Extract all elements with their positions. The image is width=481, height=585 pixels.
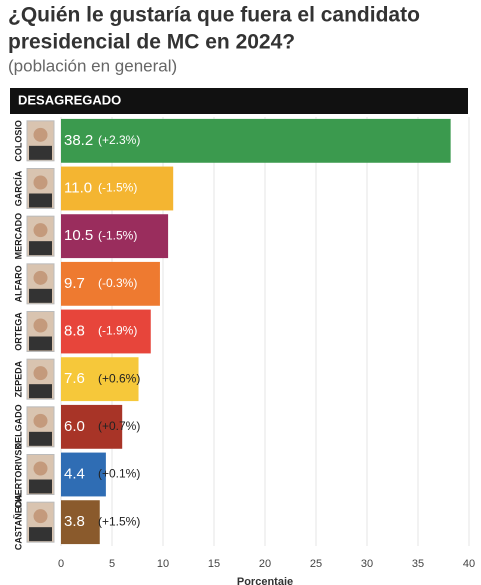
change-label: (+2.3%)	[98, 133, 140, 147]
value-label: 38.2	[64, 132, 93, 149]
change-label: (+0.6%)	[98, 371, 140, 385]
bar	[61, 357, 139, 402]
x-tick-label: 30	[361, 558, 373, 570]
header-bar	[10, 88, 468, 114]
category-label: COLOSIO	[13, 120, 23, 162]
x-tick-label: 40	[463, 558, 475, 570]
value-label: 4.4	[64, 465, 85, 482]
photo-face	[33, 175, 48, 190]
value-label: 8.8	[64, 322, 85, 339]
bar	[61, 452, 106, 497]
bar	[61, 166, 174, 211]
x-tick-label: 35	[412, 558, 424, 570]
category-label: ORTEGA	[13, 312, 23, 351]
header-label: DESAGREGADO	[18, 92, 121, 107]
photo-face	[33, 318, 48, 333]
x-axis-label: Porcentaje	[237, 576, 293, 585]
photo-face	[33, 223, 48, 238]
photo-face	[33, 509, 48, 524]
photo-body	[29, 288, 52, 303]
photo-face	[33, 127, 48, 142]
change-label: (+0.7%)	[98, 419, 140, 433]
bar	[61, 309, 151, 354]
chart-subtitle: (población en general)	[8, 56, 177, 75]
change-label: (-1.9%)	[98, 324, 137, 338]
photo-body	[29, 431, 52, 446]
chart-title: presidencial de MC en 2024?	[8, 31, 295, 54]
photo-face	[33, 413, 48, 428]
change-label: (-1.5%)	[98, 228, 137, 242]
bar	[61, 404, 123, 449]
photo-body	[29, 336, 52, 351]
x-tick-label: 0	[58, 558, 64, 570]
change-label: (-1.5%)	[98, 181, 137, 195]
photo-body	[29, 241, 52, 256]
photo-face	[33, 270, 48, 285]
photo-face	[33, 461, 48, 476]
bar	[61, 261, 160, 306]
x-tick-label: 15	[208, 558, 220, 570]
category-label: ZEPEDA	[13, 360, 23, 397]
bar	[61, 214, 169, 259]
photo-body	[29, 145, 52, 160]
photo-face	[33, 366, 48, 381]
value-label: 9.7	[64, 275, 85, 292]
category-label: GARCÍA	[13, 170, 23, 206]
photo-body	[29, 193, 52, 208]
x-tick-label: 20	[259, 558, 271, 570]
x-tick-label: 10	[157, 558, 169, 570]
category-label: MERCADO	[13, 213, 23, 260]
value-label: 6.0	[64, 418, 85, 435]
value-label: 11.0	[64, 179, 92, 196]
chart-title: ¿Quién le gustaría que fuera el candidat…	[8, 4, 420, 27]
category-label: ALFARO	[13, 265, 23, 302]
photo-body	[29, 479, 52, 494]
category-label: DELGADO	[13, 404, 23, 449]
category-label: CASTAÑEDA	[13, 494, 23, 550]
category-label: CHERTORIVSKI	[13, 441, 23, 509]
x-tick-label: 5	[109, 558, 115, 570]
bar	[61, 500, 100, 545]
photo-body	[29, 527, 52, 542]
photo-body	[29, 384, 52, 399]
change-label: (+0.1%)	[98, 467, 140, 481]
x-tick-label: 25	[310, 558, 322, 570]
change-label: (-0.3%)	[98, 276, 137, 290]
value-label: 10.5	[64, 227, 93, 244]
change-label: (+1.5%)	[98, 514, 140, 528]
bar	[61, 118, 451, 163]
value-label: 3.8	[64, 513, 85, 530]
value-label: 7.6	[64, 370, 85, 387]
